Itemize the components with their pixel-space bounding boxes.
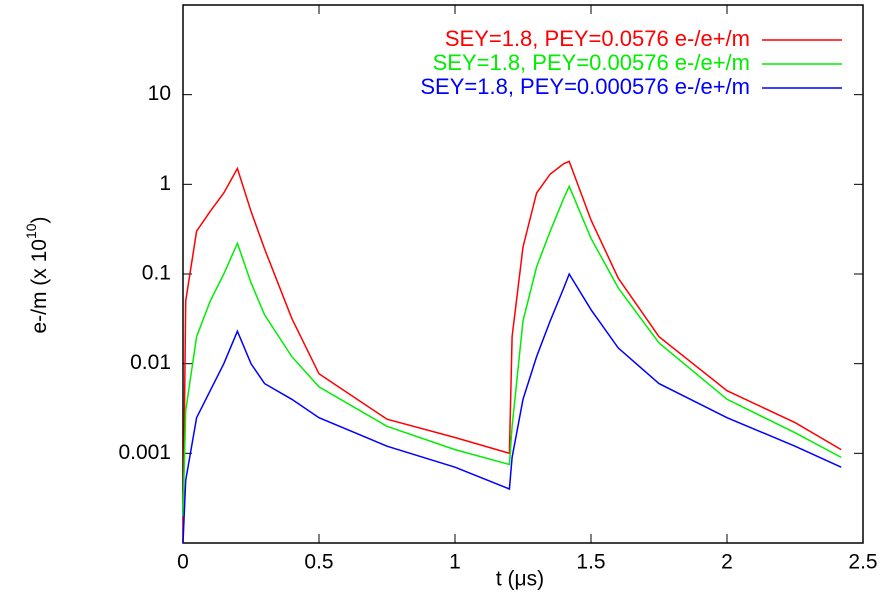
y-axis-label-end: ) — [28, 216, 51, 223]
x-tick-label: 0 — [177, 551, 189, 574]
legend-label: SEY=1.8, PEY=0.0576 e-/e+/m — [445, 26, 750, 51]
series-line — [182, 184, 842, 517]
y-axis-label-main: e-/m (x 10 — [28, 239, 51, 334]
legend-label: SEY=1.8, PEY=0.00576 e-/e+/m — [433, 50, 750, 75]
legend-label: SEY=1.8, PEY=0.000576 e-/e+/m — [420, 74, 750, 99]
y-tick-label: 0.001 — [118, 441, 171, 464]
y-axis-label: e-/m (x 1010) — [23, 216, 51, 333]
y-tick-label: 0.1 — [142, 262, 171, 285]
x-tick-label: 2.5 — [848, 551, 877, 574]
x-tick-label: 1 — [449, 551, 461, 574]
y-tick-label: 10 — [148, 82, 171, 105]
x-axis-label: t (μs) — [496, 568, 544, 591]
series-line — [182, 160, 842, 544]
x-tick-label: 1.5 — [576, 551, 605, 574]
x-tick-label: 0.5 — [304, 551, 333, 574]
x-tick-label: 2 — [721, 551, 733, 574]
y-tick-label: 1 — [159, 172, 171, 195]
y-axis-label-exponent: 10 — [23, 223, 39, 239]
y-tick-label: 0.01 — [130, 351, 171, 374]
series-line — [182, 272, 842, 544]
